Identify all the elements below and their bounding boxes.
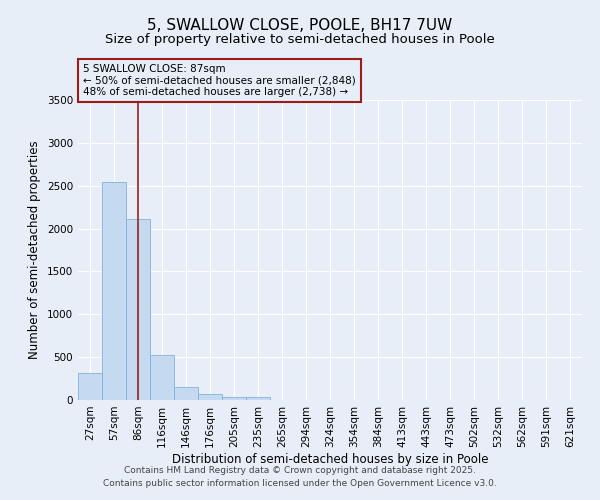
Text: Contains HM Land Registry data © Crown copyright and database right 2025.
Contai: Contains HM Land Registry data © Crown c… <box>103 466 497 487</box>
Text: 5, SWALLOW CLOSE, POOLE, BH17 7UW: 5, SWALLOW CLOSE, POOLE, BH17 7UW <box>148 18 452 32</box>
Bar <box>126 219 150 400</box>
Bar <box>150 356 174 400</box>
Text: Size of property relative to semi-detached houses in Poole: Size of property relative to semi-detach… <box>105 32 495 46</box>
Bar <box>78 374 102 400</box>
Bar <box>246 398 270 400</box>
Y-axis label: Number of semi-detached properties: Number of semi-detached properties <box>28 140 41 360</box>
X-axis label: Distribution of semi-detached houses by size in Poole: Distribution of semi-detached houses by … <box>172 452 488 466</box>
Bar <box>222 397 246 400</box>
Bar <box>198 394 222 400</box>
Bar <box>174 387 198 400</box>
Bar <box>102 182 126 400</box>
Text: 5 SWALLOW CLOSE: 87sqm
← 50% of semi-detached houses are smaller (2,848)
48% of : 5 SWALLOW CLOSE: 87sqm ← 50% of semi-det… <box>83 64 356 97</box>
